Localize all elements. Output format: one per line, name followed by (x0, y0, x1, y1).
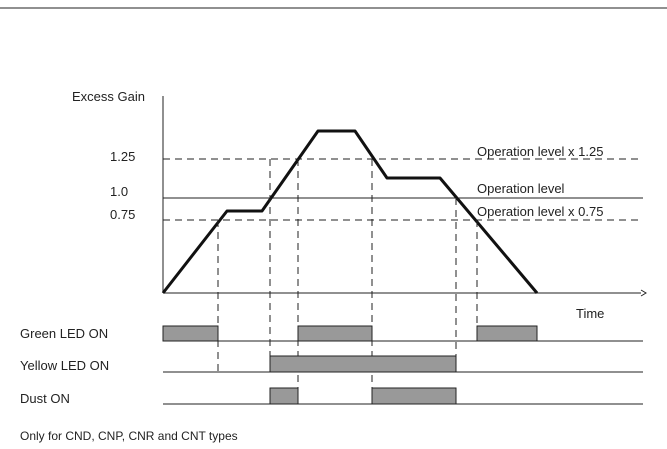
level-tick: 1.0 (110, 184, 128, 199)
level-tick: 0.75 (110, 207, 135, 222)
x-arrow (640, 289, 647, 297)
level-label: Operation level (477, 181, 565, 196)
row-label: Dust ON (20, 391, 70, 406)
state-bar (476, 325, 538, 342)
y-axis-label: Excess Gain (72, 89, 145, 104)
row-label: Green LED ON (20, 326, 108, 341)
state-bar (297, 325, 373, 342)
state-bar (269, 387, 299, 405)
level-label: Operation level x 0.75 (477, 204, 603, 219)
level-label: Operation level x 1.25 (477, 144, 603, 159)
state-bar (269, 355, 457, 373)
level-tick: 1.25 (110, 149, 135, 164)
row-label: Yellow LED ON (20, 358, 109, 373)
footnote: Only for CND, CNP, CNR and CNT types (20, 429, 238, 443)
x-axis-label: Time (576, 306, 604, 321)
state-bar (371, 387, 457, 405)
gain-curve (161, 129, 539, 294)
state-bar (162, 325, 219, 342)
